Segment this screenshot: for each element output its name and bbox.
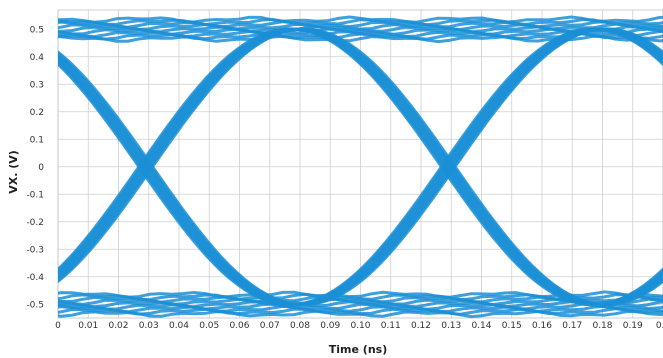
y-tick-label: 0.3	[30, 80, 44, 90]
y-tick-label: -0.2	[26, 218, 44, 228]
y-tick-label: -0.1	[26, 190, 44, 200]
x-tick-label: 0.11	[381, 321, 401, 331]
y-tick-label: 0.5	[30, 25, 44, 35]
x-tick-label: 0.17	[562, 321, 582, 331]
x-tick-label: 0.06	[229, 321, 249, 331]
eye-trace-high	[58, 20, 663, 29]
y-tick-label: 0	[38, 163, 44, 173]
plot-frame	[57, 9, 663, 319]
eye-trace-rising	[599, 267, 663, 306]
eye-trace-low	[58, 290, 663, 299]
y-tick-label: 0.2	[30, 108, 44, 118]
x-tick-label: 0.05	[199, 321, 219, 331]
x-tick-label: 0.02	[108, 321, 128, 331]
eye-trace-falling	[296, 27, 600, 306]
x-axis-title: Time (ns)	[329, 343, 387, 356]
eye-traces	[58, 15, 663, 318]
y-tick-labels: 0.5 0.4 0.3 0.2 0.1 0 -0.1 -0.2 -0.3 -0.4 -0.5	[26, 25, 44, 310]
x-tick-labels: 0 0.01 0.02 0.03 0.04 0.05 0.06 0.07 0.08 0.09 0.1…	[55, 321, 663, 331]
y-axis-title: VX. (V)	[7, 150, 20, 194]
x-tick-label: 0.01	[78, 321, 98, 331]
eye-trace-low	[58, 292, 663, 302]
x-tick-label: 0.08	[290, 321, 310, 331]
eye-trace-high	[58, 34, 663, 44]
y-tick-label: -0.5	[26, 300, 44, 310]
x-tick-label: 0.09	[320, 321, 340, 331]
y-tick-label: -0.3	[26, 245, 44, 255]
x-tick-label: 0.07	[260, 321, 280, 331]
eye-trace-low	[58, 297, 663, 307]
x-tick-label: 0.10	[350, 321, 370, 331]
eye-trace-high	[58, 22, 663, 32]
x-tick-label: 0.18	[592, 321, 612, 331]
eye-trace-high	[58, 15, 663, 24]
eye-trace-falling	[599, 27, 663, 55]
x-tick-label: 0	[55, 321, 61, 331]
x-tick-label: 0.2	[656, 321, 663, 331]
y-tick-label: -0.4	[26, 273, 44, 283]
x-tick-label: 0.14	[471, 321, 491, 331]
eye-trace-falling	[58, 50, 298, 306]
eye-trace-low	[58, 307, 663, 316]
eye-trace-low	[58, 304, 663, 314]
x-tick-label: 0.19	[623, 321, 643, 331]
x-tick-label: 0.15	[502, 321, 522, 331]
y-tick-label: 0.1	[30, 135, 44, 145]
x-tick-label: 0.16	[532, 321, 552, 331]
x-tick-label: 0.04	[169, 321, 189, 331]
x-tick-label: 0.03	[139, 321, 159, 331]
y-tick-label: 0.4	[30, 53, 45, 63]
x-tick-label: 0.13	[441, 321, 461, 331]
x-tick-label: 0.12	[411, 321, 431, 331]
